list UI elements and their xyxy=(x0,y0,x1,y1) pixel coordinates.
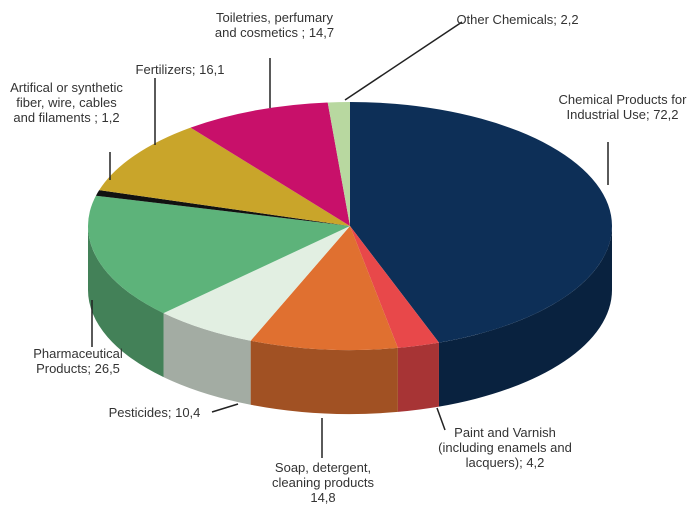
slice-label: Other Chemicals; 2,2 xyxy=(455,12,580,27)
slice-label: Pharmaceutical Products; 26,5 xyxy=(8,346,148,376)
slice-label: Artifical or synthetic fiber, wire, cabl… xyxy=(4,80,129,125)
leader-line xyxy=(344,21,463,101)
slice-side xyxy=(163,313,251,405)
value-label: 4,2 xyxy=(526,455,545,470)
value-label: 14,7 xyxy=(308,25,335,40)
slice-side xyxy=(397,342,439,412)
slice-side xyxy=(250,340,398,414)
leader-line xyxy=(211,403,239,413)
value-label: 2,2 xyxy=(560,12,579,27)
slice xyxy=(88,195,351,314)
slice-label: Soap, detergent, cleaning products 14,8 xyxy=(258,460,388,505)
slice xyxy=(327,102,350,226)
slice-label: Chemical Products for Industrial Use; 72… xyxy=(555,92,690,122)
category-label: Chemical Products for Industrial Use; xyxy=(558,92,687,122)
slice-label: Paint and Varnish (including enamels and… xyxy=(430,425,580,470)
value-label: 10,4 xyxy=(175,405,201,420)
slice-label: Fertilizers; 16,1 xyxy=(120,62,240,77)
slice-side xyxy=(88,226,164,378)
category-label: Toiletries, perfumary and cosmetics ; xyxy=(214,10,334,40)
value-label: 16,1 xyxy=(199,62,225,77)
slice xyxy=(95,190,350,226)
slice xyxy=(350,226,439,348)
slice xyxy=(190,102,350,226)
value-label: 1,2 xyxy=(101,110,120,125)
category-label: Other Chemicals; xyxy=(456,12,557,27)
value-label: 14,8 xyxy=(310,490,336,505)
category-label: Artifical or synthetic fiber, wire, cabl… xyxy=(10,80,123,125)
slice-side xyxy=(438,226,612,407)
leader-line xyxy=(436,407,446,431)
slice xyxy=(163,226,350,341)
category-label: Soap, detergent, cleaning products xyxy=(272,460,374,490)
value-label: 72,2 xyxy=(653,107,679,122)
category-label: Paint and Varnish (including enamels and… xyxy=(438,425,572,470)
category-label: Pharmaceutical Products; xyxy=(33,346,123,376)
slice-label: Pesticides; 10,4 xyxy=(92,405,217,420)
slice xyxy=(250,226,398,350)
slice-label: Toiletries, perfumary and cosmetics ; 14… xyxy=(212,10,337,40)
slice xyxy=(350,102,613,343)
category-label: Pesticides; xyxy=(108,405,172,420)
value-label: 26,5 xyxy=(94,361,120,376)
category-label: Fertilizers; xyxy=(135,62,196,77)
slice xyxy=(99,127,350,226)
